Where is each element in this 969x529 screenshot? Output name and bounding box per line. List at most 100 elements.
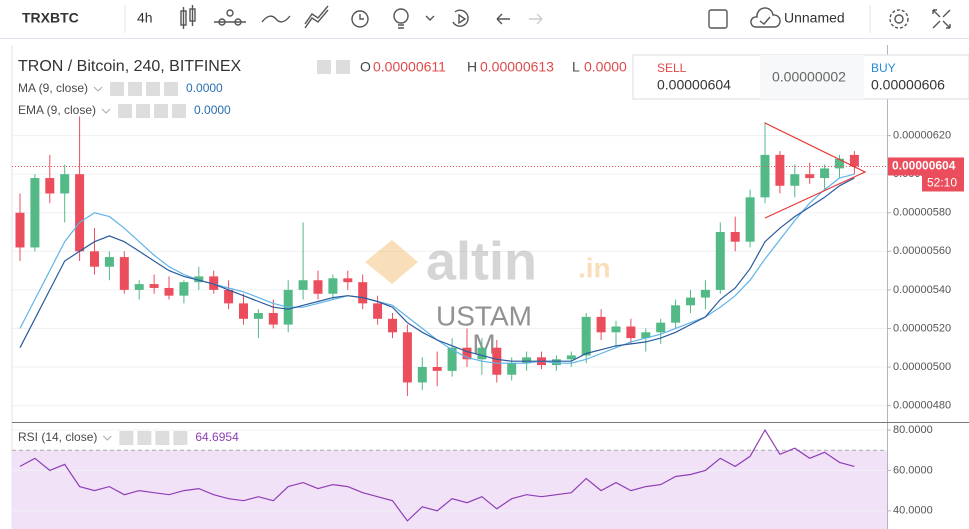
legend-button[interactable] [173,431,188,445]
y-tick-label: 0.00000540 [893,284,951,296]
legend-button[interactable] [164,82,179,96]
candle-body [566,355,576,360]
candle-body [700,289,710,298]
candle-body [298,280,308,290]
y-tick-label: 80.0000 [893,424,933,436]
layout-name[interactable]: Unnamed [784,10,845,26]
candle-body [611,326,621,333]
candle-body [551,359,561,366]
y-tick-label: 0.00000580 [893,207,951,219]
candle-body [626,326,636,339]
compare-icon[interactable] [304,5,329,29]
watermark-tld: .in [578,252,611,283]
indicator-line [19,177,855,362]
line-tool-icon[interactable] [261,15,291,23]
candle-body [477,347,487,360]
y-tick-label: 0.00000560 [893,245,951,257]
legend-dropdown[interactable] [93,86,103,92]
candle-body [402,332,412,383]
candle-body [656,322,666,333]
indicators-icon[interactable] [214,9,246,26]
legend-button[interactable] [146,82,161,96]
sell-price[interactable]: 0.00000604 [657,77,731,93]
candle-body [343,278,353,283]
candle-body [805,174,815,179]
legend-button[interactable] [119,431,134,445]
legend-name: EMA (9, close) [18,103,96,117]
triangle-drawing [764,122,867,219]
legend-button[interactable] [128,82,143,96]
candle-body [239,303,248,319]
legend-dropdown[interactable] [101,108,111,114]
legend-name: MA (9, close) [18,81,88,95]
candle-body [313,280,323,294]
buy-price[interactable]: 0.00000606 [871,77,945,93]
ohlc-label: H [467,59,477,75]
y-tick-label: 0.00000620 [893,130,951,142]
candle-body [522,357,532,364]
legend-button[interactable] [110,82,125,96]
watermark-brand: altin [426,231,537,291]
interval[interactable]: 4h [137,10,153,26]
legend-button[interactable] [118,104,133,118]
candle-body [75,174,85,252]
candle-body [253,313,263,319]
spread-box [760,55,864,99]
legend-dropdown[interactable] [103,435,112,441]
candle-body [820,168,830,179]
y-tick-label: 0.00000500 [893,361,951,373]
candle-body [194,276,204,283]
candle-body [15,212,25,248]
candle-body [268,313,278,325]
candle-body [775,154,785,186]
y-tick-label: 40.0000 [893,505,933,517]
expand-icon[interactable] [932,9,951,29]
candle-body [358,282,368,304]
candle-body [745,197,755,242]
rsi-line [19,428,855,522]
candle-body [715,232,725,290]
symbol[interactable]: TRXBTC [22,10,79,26]
legend-button[interactable] [154,104,169,118]
fullscreen-box-icon[interactable] [708,9,728,29]
candle-body [507,363,517,375]
legend-button[interactable] [136,104,151,118]
candle-body [730,232,740,242]
legend-value: 0.0000 [186,81,223,95]
candle-body [790,174,800,186]
candle-body [164,287,174,296]
candle-body [119,257,129,290]
candle-body [104,257,114,267]
watermark-text: USTAM [436,300,532,331]
ohlc-label: O [360,59,371,75]
sell-label[interactable]: SELL [657,61,687,75]
legend-button[interactable] [172,104,187,118]
candle-body [30,178,40,248]
candle-body [179,282,189,296]
candle-body [671,305,681,323]
legend-button[interactable] [137,431,152,445]
ohlc-value: 0.00000611 [373,59,446,75]
candle-body [373,303,383,319]
redo-icon[interactable] [529,13,543,25]
last-price-tag [888,157,964,176]
last-price-label: 0.00000604 [892,159,956,173]
candle-body [835,158,844,169]
buy-label[interactable]: BUY [871,61,896,75]
cloud-icon[interactable] [750,7,781,28]
settings-icon[interactable] [889,9,909,29]
watermark-logo [365,240,418,284]
candle-body [581,316,591,356]
candle-body [60,174,70,194]
replay-icon[interactable] [452,9,469,27]
legend-name: RSI (14, close) [18,430,97,444]
candle-style-icon[interactable] [180,5,196,29]
candle-body [462,347,472,360]
idea-icon[interactable] [393,8,435,29]
candle-body [686,297,695,306]
y-tick-label: 60.0000 [893,464,933,476]
title-buttons[interactable] [317,60,350,74]
legend-button[interactable] [155,431,170,445]
undo-icon[interactable] [496,13,510,25]
alert-icon[interactable] [351,10,369,28]
